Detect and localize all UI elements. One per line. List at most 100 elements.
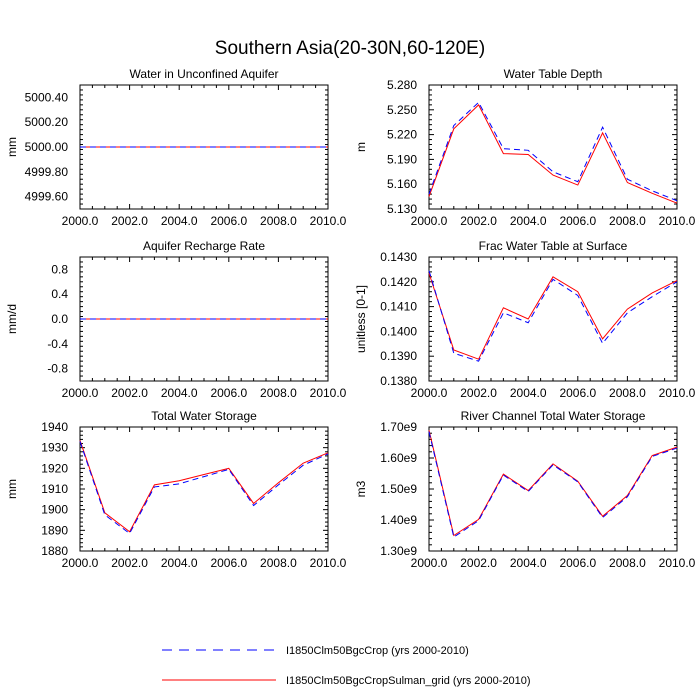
x-tick-label: 2002.0 [460,556,497,570]
y-tick-label: 5.220 [387,128,417,142]
x-tick-label: 2008.0 [609,556,646,570]
y-tick-label: -0.8 [47,362,68,376]
x-tick-label: 2004.0 [510,556,547,570]
y-tick-label: 1940 [41,420,68,434]
y-axis-label: mm [5,479,19,499]
x-tick-label: 2006.0 [559,214,596,228]
x-tick-label: 2004.0 [161,214,198,228]
panel-title: Aquifer Recharge Rate [143,239,265,253]
x-tick-label: 2004.0 [510,214,547,228]
series-line-1 [428,431,678,538]
series-line-2 [428,429,678,537]
x-tick-label: 2000.0 [62,556,99,570]
series-line-2 [79,440,329,533]
panel-4: Frac Water Table at Surface unitless [0-1… [354,239,696,400]
y-tick-label: 0.1420 [380,275,417,289]
y-axis-label: m3 [354,480,368,497]
x-tick-label: 2010.0 [659,214,696,228]
panel-5: Total Water Storage mm 2000.0 2002.0 2004.0 2… [5,409,347,570]
x-tick-label: 2002.0 [460,214,497,228]
y-tick-label: 0.1410 [380,300,417,314]
panel-title: River Channel Total Water Storage [461,409,646,423]
figure-title: Southern Asia(20-30N,60-120E) [215,38,485,59]
y-tick-label: 5.130 [387,202,417,216]
x-tick-label: 2000.0 [411,556,448,570]
x-tick-label: 2006.0 [559,556,596,570]
y-tick-label: -0.4 [47,337,68,351]
panel-title: Water in Unconfined Aquifer [130,67,279,81]
legend-label-2: I1850Clm50BgcCropSulman_grid (yrs 2000-2… [286,675,531,687]
x-tick-label: 2008.0 [609,214,646,228]
y-tick-label: 1920 [41,461,68,475]
y-tick-label: 1880 [41,544,68,558]
y-tick-label: 1890 [41,523,68,537]
x-tick-label: 2008.0 [260,556,297,570]
y-tick-label: 1.70e9 [380,420,417,434]
panels: Water in Unconfined Aquifer mm 2000.0 2002.… [5,67,696,570]
panel-title: Frac Water Table at Surface [479,239,628,253]
x-tick-label: 2010.0 [310,556,347,570]
x-tick-label: 2002.0 [111,386,148,400]
y-axis-label: m [354,142,368,152]
x-tick-label: 2002.0 [460,386,497,400]
x-tick-label: 2010.0 [310,214,347,228]
y-tick-label: 1900 [41,503,68,517]
y-tick-label: 1.40e9 [380,513,417,527]
y-tick-label: 5000.40 [25,90,69,104]
legend: I1850Clm50BgcCrop (yrs 2000-2010) I1850C… [162,645,531,687]
y-tick-label: 1.50e9 [380,482,417,496]
y-tick-label: 1.60e9 [380,451,417,465]
panel-title: Water Table Depth [504,67,603,81]
series-line-1 [428,270,678,362]
y-tick-label: 0.1430 [380,250,417,264]
x-tick-label: 2006.0 [210,556,247,570]
y-tick-label: 1930 [41,441,68,455]
panel-title: Total Water Storage [151,409,257,423]
panel-2: Water Table Depth m 2000.0 2002.0 2004.0 2006… [354,67,696,228]
x-tick-label: 2006.0 [559,386,596,400]
x-tick-label: 2002.0 [111,556,148,570]
y-tick-label: 0.1390 [380,349,417,363]
x-tick-label: 2000.0 [411,386,448,400]
legend-label-1: I1850Clm50BgcCrop (yrs 2000-2010) [286,645,469,657]
x-tick-label: 2010.0 [659,386,696,400]
plot-frame [79,426,329,552]
y-tick-label: 0.8 [51,262,68,276]
x-tick-label: 2008.0 [260,214,297,228]
legend-entry-2: I1850Clm50BgcCropSulman_grid (yrs 2000-2… [162,675,531,687]
y-tick-label: 0.1380 [380,374,417,388]
x-tick-label: 2008.0 [260,386,297,400]
y-tick-label: 0.1400 [380,324,417,338]
x-tick-label: 2010.0 [659,556,696,570]
y-axis-label: unitless [0-1] [354,285,368,353]
x-tick-label: 2004.0 [510,386,547,400]
series-line-2 [428,272,678,360]
y-tick-label: 5.280 [387,78,417,92]
y-tick-label: 5.160 [387,177,417,191]
y-tick-label: 1910 [41,482,68,496]
y-tick-label: 5.190 [387,152,417,166]
plot-frame [428,256,678,382]
y-tick-label: 0.4 [51,287,68,301]
series-line-2 [428,104,678,204]
y-tick-label: 4999.60 [25,190,69,204]
panel-6: River Channel Total Water Storage m3 2000.… [354,409,696,570]
x-tick-label: 2010.0 [310,386,347,400]
y-tick-label: 4999.80 [25,165,69,179]
panel-3: Aquifer Recharge Rate mm/d 2000.0 2002.0 200… [5,239,347,400]
legend-entry-1: I1850Clm50BgcCrop (yrs 2000-2010) [162,645,469,657]
x-tick-label: 2004.0 [161,386,198,400]
y-tick-label: 1.30e9 [380,544,417,558]
series-line-1 [79,441,329,535]
panel-1: Water in Unconfined Aquifer mm 2000.0 2002.… [5,67,347,228]
plot-frame [428,84,678,210]
x-tick-label: 2008.0 [609,386,646,400]
series-line-1 [428,101,678,202]
y-tick-label: 5000.20 [25,115,69,129]
y-axis-label: mm [5,137,19,157]
y-tick-label: 5.250 [387,103,417,117]
y-tick-label: 5000.00 [25,140,69,154]
y-axis-label: mm/d [5,304,19,334]
x-tick-label: 2000.0 [62,386,99,400]
